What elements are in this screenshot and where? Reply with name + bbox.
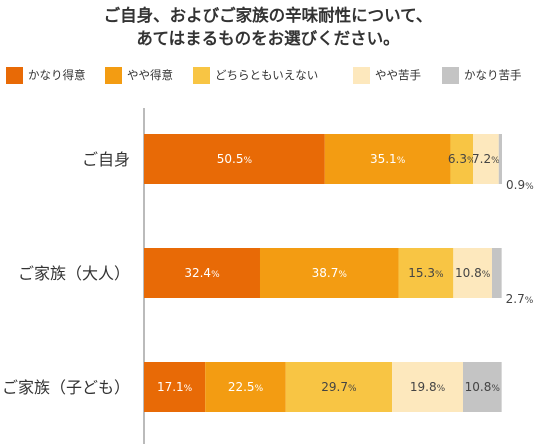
bar-segment (144, 362, 206, 412)
legend-item: かなり得意 (6, 66, 86, 84)
bar-segment (453, 248, 492, 298)
chart-title: ご自身、およびご家族の辛味耐性について、 あてはまるものをお選びください。 (0, 4, 536, 50)
data-label: 17.1% (157, 380, 193, 394)
bar-segment (473, 134, 499, 184)
data-label: 10.8% (465, 380, 501, 394)
legend-label: どちらともいえない (215, 68, 319, 82)
legend-item: かなり苦手 (442, 66, 522, 84)
legend-swatch (6, 66, 23, 84)
bar-segment (144, 248, 260, 298)
category-label: ご自身 (82, 150, 130, 169)
category-label: ご家族（子ども） (2, 378, 130, 397)
legend-label: やや得意 (127, 68, 173, 82)
data-label: 38.7% (312, 266, 348, 280)
legend-item: やや苦手 (353, 66, 421, 84)
data-label: 6.3% (448, 152, 476, 166)
legend-label: やや苦手 (375, 68, 421, 82)
data-label: 50.5% (217, 152, 253, 166)
bar-segment (491, 248, 502, 298)
legend-item: やや得意 (105, 66, 173, 84)
legend-item: どちらともいえない (193, 66, 318, 84)
bar-segment (498, 134, 502, 184)
legend-label: かなり苦手 (464, 68, 522, 82)
legend-label: かなり得意 (28, 68, 86, 82)
legend-swatch (353, 66, 370, 84)
chart-title-line-1: ご自身、およびご家族の辛味耐性について、 (103, 6, 433, 25)
data-label: 15.3% (408, 266, 444, 280)
data-label: 0.9% (506, 178, 534, 192)
data-label: 29.7% (321, 380, 357, 394)
bar-segment (144, 134, 325, 184)
data-label: 32.4% (184, 266, 220, 280)
chart-legend: かなり得意 やや得意 どちらともいえない やや苦手 かなり苦手 (0, 66, 536, 84)
bar-segment (205, 362, 286, 412)
bar-segment (450, 134, 474, 184)
data-label: 22.5% (228, 380, 264, 394)
category-label: ご家族（大人） (18, 264, 130, 283)
data-label: 2.7% (506, 292, 534, 306)
data-label: 10.8% (455, 266, 491, 280)
data-label: 35.1% (370, 152, 406, 166)
data-label: 7.2% (472, 152, 500, 166)
bar-segment (324, 134, 451, 184)
legend-swatch (193, 66, 210, 84)
bar-segment (285, 362, 393, 412)
chart-title-line-2: あてはまるものをお選びください。 (136, 29, 400, 48)
legend-swatch (105, 66, 122, 84)
bar-segment (398, 248, 454, 298)
data-label: 19.8% (410, 380, 446, 394)
bar-segment (259, 248, 399, 298)
bar-segment (392, 362, 463, 412)
legend-swatch (442, 66, 459, 84)
bar-segment (462, 362, 502, 412)
